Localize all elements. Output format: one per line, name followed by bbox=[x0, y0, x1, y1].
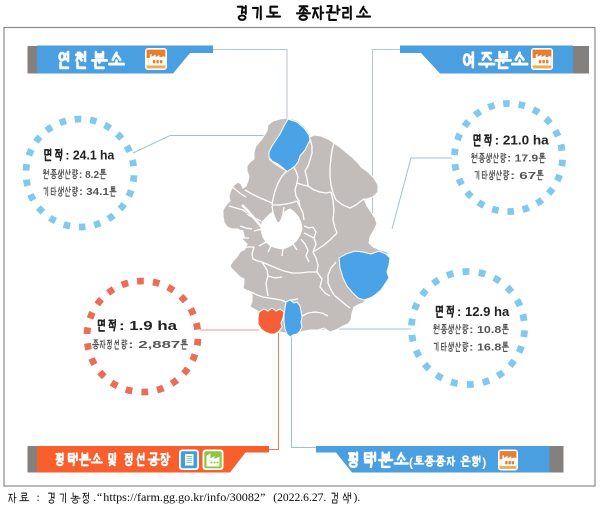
svg-text:: 10.8: : 10.8 bbox=[469, 324, 501, 336]
svg-text:: 8.2: : 8.2 bbox=[79, 169, 99, 181]
svg-text:: 34.1: : 34.1 bbox=[79, 186, 109, 198]
svg-text:.: . bbox=[93, 492, 96, 504]
svg-text:https://farm.gg.go.kr/info/300: https://farm.gg.go.kr/info/30082 bbox=[103, 492, 260, 504]
svg-text:: 24.1 ha: : 24.1 ha bbox=[65, 147, 115, 162]
svg-text:: 21.0 ha: : 21.0 ha bbox=[495, 133, 550, 148]
svg-text:(: ( bbox=[409, 456, 413, 470]
svg-text:(2022.6.27.: (2022.6.27. bbox=[273, 492, 326, 504]
svg-text:: 1.9 ha: : 1.9 ha bbox=[119, 318, 178, 333]
svg-text:: 16.8: : 16.8 bbox=[469, 342, 501, 354]
svg-text:).: ). bbox=[354, 492, 361, 504]
svg-text:: 17.9: : 17.9 bbox=[507, 153, 538, 165]
svg-text:: 67: : 67 bbox=[510, 170, 536, 182]
svg-text:: 12.9 ha: : 12.9 ha bbox=[457, 304, 510, 319]
svg-text:: 2,887: : 2,887 bbox=[128, 339, 180, 351]
svg-text:): ) bbox=[482, 456, 486, 470]
svg-text:“: “ bbox=[97, 492, 102, 504]
svg-text::: : bbox=[37, 492, 40, 504]
svg-text:”: ” bbox=[260, 492, 265, 504]
